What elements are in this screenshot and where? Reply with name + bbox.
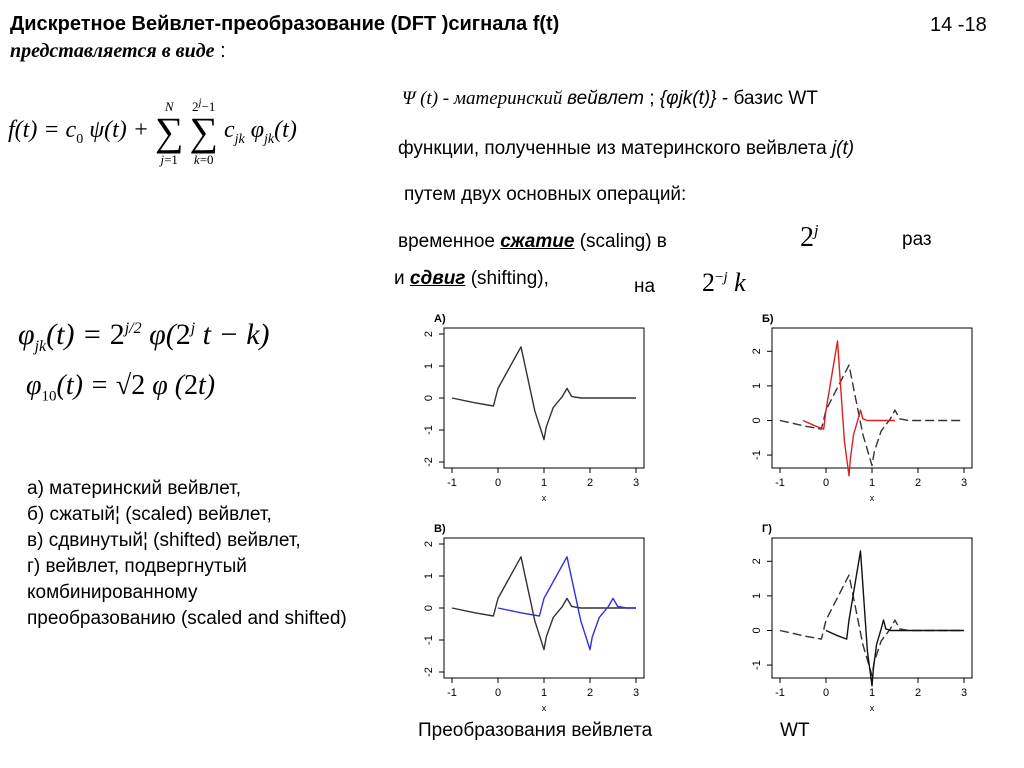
y-tick-label: 1: [751, 383, 763, 389]
plot-title: Б): [762, 313, 774, 325]
x-tick-label: -1: [775, 687, 785, 699]
plot-title: В): [434, 523, 446, 535]
y-tick-label: 1: [751, 593, 763, 599]
line1-sep: ;: [643, 88, 660, 109]
title-line1: Дискретное Вейвлет-преобразование (DFT )…: [10, 13, 560, 35]
text-line3: путем двух основных операций:: [404, 184, 687, 205]
shifting-word: сдвиг: [409, 268, 466, 289]
page-number: 14 -18: [930, 14, 987, 36]
line5-pre: и: [394, 268, 410, 289]
line2-main: функции, полученные из материнского вейв…: [398, 138, 832, 159]
y-tick-label: 0: [423, 605, 435, 611]
scale-factor: 2j: [800, 222, 819, 253]
list-item: г) вейвлет, подвергнутый комбинированном…: [27, 556, 347, 629]
formula-main: f(t) = c0 ψ(t) + N ∑ j=1 2j−1 ∑ k=0 cjk φjk(…: [8, 97, 297, 168]
y-tick-label: 1: [423, 573, 435, 579]
y-tick-label: 1: [423, 363, 435, 369]
line4-pre: временное: [398, 231, 501, 252]
y-tick-label: 2: [751, 558, 763, 564]
y-tick-label: -2: [423, 667, 435, 677]
plot-title: Г): [762, 523, 772, 535]
plot-frame: [771, 327, 973, 469]
series-line-0: [779, 364, 964, 467]
x-tick-label: 2: [587, 687, 593, 699]
x-tick-label: 3: [633, 477, 639, 489]
y-tick-label: 0: [751, 417, 763, 423]
x-axis-label: x: [870, 703, 875, 713]
legend-list: а) материнский вейвлет, б) сжатый¦ (scal…: [27, 476, 347, 632]
plot-frame: [771, 537, 973, 679]
plot-a: А) -1 0 1 2 3 x -2 -1 0 1 2: [423, 313, 645, 503]
line4-post: (scaling) в: [574, 231, 667, 252]
caption-left: Преобразования вейвлета: [418, 720, 653, 741]
y-tick-label: -1: [751, 450, 763, 460]
shift-on: на: [634, 276, 656, 297]
y-tick-label: -2: [423, 457, 435, 467]
page-title: Дискретное Вейвлет-преобразование (DFT )…: [10, 13, 559, 36]
y-tick-label: 2: [751, 348, 763, 354]
text-line5: и сдвиг (shifting),: [394, 268, 549, 290]
x-tick-label: 3: [961, 477, 967, 489]
list-item: б) сжатый¦ (scaled) вейвлет,: [27, 504, 272, 525]
title-line2-bold: представляется в виде: [10, 40, 215, 62]
x-tick-label: 1: [541, 687, 547, 699]
x-tick-label: 3: [961, 687, 967, 699]
x-tick-label: 1: [869, 477, 875, 489]
y-tick-label: -1: [751, 660, 763, 670]
x-axis-label: x: [542, 493, 547, 503]
psi-label: Ψ (t) - материнский: [402, 88, 568, 109]
series-line-1: [802, 340, 895, 477]
x-tick-label: 0: [495, 687, 501, 699]
x-tick-label: -1: [447, 477, 457, 489]
scaling-word: сжатие: [500, 231, 575, 252]
wavelet-word: вейвлет: [567, 88, 644, 109]
plot-v: В) -1 0 1 2 3 x -2 -1 0 1 2: [423, 523, 645, 713]
text-line1: Ψ (t) - материнский вейвлет ; {φjk(t)} -…: [402, 88, 818, 110]
x-tick-label: 2: [587, 477, 593, 489]
plot-title: А): [434, 313, 446, 325]
line2-italic: j(t): [831, 138, 855, 159]
formula-phi-jk: φjk(t) = 2j/2 φ(2j t − k): [18, 318, 270, 355]
formula-phi-10: φ10(t) = √2 φ (2t): [26, 370, 216, 405]
y-tick-label: -1: [423, 425, 435, 435]
series-line-1: [825, 550, 964, 687]
series-line-0: [779, 574, 964, 677]
line5-post: (shifting),: [465, 268, 549, 289]
x-tick-label: -1: [447, 687, 457, 699]
caption-right: WT: [780, 720, 810, 741]
x-tick-label: 2: [915, 687, 921, 699]
x-tick-label: 2: [915, 477, 921, 489]
y-tick-label: 2: [423, 331, 435, 337]
list-item: а) материнский вейвлет,: [27, 478, 242, 499]
x-axis-label: x: [870, 493, 875, 503]
text-line2: функции, полученные из материнского вейв…: [398, 138, 854, 160]
list-item: в) сдвинутый¦ (shifted) вейвлет,: [27, 530, 301, 551]
x-tick-label: 1: [869, 687, 875, 699]
unit-times: раз: [902, 229, 932, 250]
x-tick-label: 0: [495, 477, 501, 489]
y-tick-label: -1: [423, 635, 435, 645]
x-tick-label: 0: [823, 477, 829, 489]
title-line2: представляется в виде :: [10, 40, 226, 63]
text-line4: временное сжатие (scaling) в: [398, 231, 667, 253]
shift-factor: 2−j k: [702, 268, 746, 297]
y-tick-label: 2: [423, 541, 435, 547]
y-tick-label: 0: [751, 627, 763, 633]
title-line2-rest: :: [214, 40, 226, 62]
plot-g: Г) -1 0 1 2 3 x -1 0 1 2: [751, 523, 973, 713]
x-tick-label: -1: [775, 477, 785, 489]
series-line-1: [497, 556, 636, 651]
x-tick-label: 3: [633, 687, 639, 699]
x-tick-label: 0: [823, 687, 829, 699]
x-tick-label: 1: [541, 477, 547, 489]
plot-b: Б) -1 0 1 2 3 x -1 0 1 2: [751, 313, 973, 503]
series-line-0: [451, 346, 636, 441]
series-line-0: [451, 556, 636, 651]
x-axis-label: x: [542, 703, 547, 713]
y-tick-label: 0: [423, 395, 435, 401]
basis-label: {φjk(t)}: [659, 88, 717, 109]
line1-end: - базис WT: [716, 88, 818, 109]
